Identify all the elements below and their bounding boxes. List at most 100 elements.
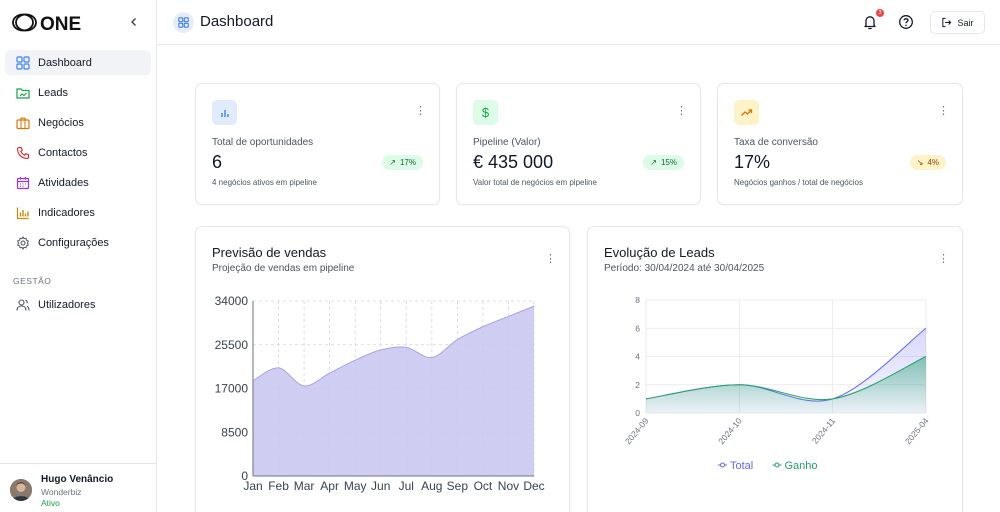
y-tick-label: 8500 — [221, 425, 248, 439]
sidebar-nav: Dashboard Leads Negócios Contactos Ativi… — [5, 50, 151, 260]
sidebar-item-label: Atividades — [38, 176, 89, 189]
legend-label: Total — [730, 460, 753, 472]
x-tick-label: Feb — [268, 479, 289, 493]
dashboard-grid-icon — [173, 12, 194, 33]
section-title-gestao: GESTÃO — [13, 276, 52, 286]
top-header: Dashboard 3 Sair — [157, 0, 1000, 45]
x-tick-label: Jun — [371, 479, 390, 493]
y-tick-label: 2 — [635, 380, 640, 390]
x-tick-label: 2024-10 — [716, 416, 744, 447]
chart-subtitle: Projeção de vendas em pipeline — [212, 263, 355, 274]
sidebar-item-atividades[interactable]: Atividades — [5, 170, 151, 195]
stat-change-badge: ↘ 4% — [909, 155, 946, 170]
avatar — [10, 479, 32, 501]
bar-chart-icon — [16, 206, 30, 220]
help-icon[interactable] — [898, 14, 914, 30]
sidebar-nav-gestao: Utilizadores — [5, 292, 151, 322]
arrow-down-right-icon: ↘ — [916, 158, 924, 167]
user-card[interactable]: Hugo Venâncio Wonderbiz Ativo — [0, 463, 157, 512]
stat-label: Taxa de conversão — [734, 137, 818, 148]
y-tick-label: 4 — [635, 352, 640, 362]
y-tick-label: 6 — [635, 323, 640, 333]
bar-chart-icon — [212, 100, 237, 125]
user-status: Ativo — [41, 498, 60, 508]
logout-icon — [942, 17, 952, 28]
x-tick-label: 2025-04 — [903, 416, 931, 447]
logout-button[interactable]: Sair — [930, 11, 985, 34]
sidebar-item-label: Configurações — [38, 236, 109, 249]
leads-evolution-card: Evolução de Leads Período: 30/04/2024 at… — [587, 226, 963, 512]
y-tick-label: 17000 — [215, 382, 249, 396]
stat-label: Total de oportunidades — [212, 137, 314, 148]
x-tick-label: 2024-11 — [810, 416, 837, 446]
dollar-icon: $ — [473, 100, 498, 125]
phone-icon — [16, 146, 30, 160]
series-area-ganho — [646, 356, 926, 413]
sidebar-item-configuracoes[interactable]: Configurações — [5, 230, 151, 255]
app-logo[interactable]: ONE — [12, 13, 88, 32]
x-tick-label: Dec — [523, 479, 544, 493]
sales-line — [252, 305, 535, 387]
sidebar-item-label: Dashboard — [38, 56, 92, 69]
more-options-icon[interactable]: ⋮ — [938, 253, 949, 265]
x-tick-label: 2024-09 — [623, 416, 651, 447]
chevron-left-icon — [131, 18, 136, 26]
arrow-up-right-icon: ↗ — [650, 158, 657, 167]
briefcase-icon — [16, 116, 30, 130]
more-options-icon[interactable]: ⋮ — [676, 105, 687, 117]
sidebar-item-label: Leads — [38, 86, 68, 99]
sidebar: ONE Dashboard Leads Negócios Contactos A… — [0, 0, 157, 512]
notification-count-badge: 3 — [876, 9, 884, 17]
chart-title: Previsão de vendas — [212, 245, 327, 260]
stat-description: Negócios ganhos / total de negócios — [734, 178, 863, 187]
leads-evolution-chart: 0 2 4 6 8 2024-09 2024-10 2024-11 2025-04 Total Ga… — [623, 295, 931, 472]
user-name: Hugo Venâncio — [41, 474, 114, 485]
stat-change-value: 17% — [399, 158, 416, 167]
more-options-icon[interactable]: ⋮ — [545, 253, 556, 265]
stat-change-badge: ↗ 17% — [382, 155, 423, 170]
sidebar-item-indicadores[interactable]: Indicadores — [5, 200, 151, 225]
more-options-icon[interactable]: ⋮ — [938, 105, 949, 117]
y-tick-label: 25500 — [215, 338, 249, 352]
sidebar-item-utilizadores[interactable]: Utilizadores — [5, 292, 151, 317]
collapse-sidebar-button[interactable] — [126, 14, 142, 30]
y-tick-label: 34000 — [215, 294, 249, 308]
stat-description: Valor total de negócios em pipeline — [473, 178, 597, 187]
notifications-bell-icon[interactable] — [862, 14, 878, 30]
stat-card-conversion: ⋮ Taxa de conversão 17% ↘ 4% Negócios gan… — [717, 83, 963, 205]
sidebar-item-label: Negócios — [38, 116, 84, 129]
x-tick-label: Jan — [243, 479, 262, 493]
x-tick-label: Apr — [320, 479, 339, 493]
y-tick-label: 8 — [635, 295, 640, 305]
logo-text: ONE — [40, 14, 81, 32]
sales-forecast-chart: 0 8500 17000 25500 34000 Jan Feb Mar Apr May Jun Ju… — [215, 294, 545, 493]
series-line-ganho — [645, 356, 927, 401]
stat-value: 17% — [734, 152, 771, 172]
chart-title: Evolução de Leads — [604, 245, 715, 260]
stat-card-pipeline: $ ⋮ Pipeline (Valor) € 435 000 ↗ 15% Valo… — [456, 83, 701, 205]
more-options-icon[interactable]: ⋮ — [415, 105, 426, 117]
folder-chart-icon — [16, 86, 30, 100]
legend-marker — [774, 462, 780, 468]
user-organization: Wonderbiz — [41, 487, 82, 497]
stat-description: 4 negócios ativos em pipeline — [212, 178, 317, 187]
y-tick-label: 0 — [635, 408, 640, 418]
sidebar-item-label: Utilizadores — [38, 298, 96, 311]
stat-change-value: 4% — [927, 158, 939, 167]
dashboard-grid-icon — [16, 55, 30, 70]
x-tick-label: Oct — [474, 479, 493, 493]
sidebar-item-label: Indicadores — [38, 206, 95, 219]
arrow-up-right-icon: ↗ — [389, 158, 396, 167]
gear-icon — [16, 235, 30, 250]
sidebar-item-negocios[interactable]: Negócios — [5, 110, 151, 135]
stat-change-value: 15% — [660, 158, 677, 167]
sidebar-item-label: Contactos — [38, 146, 88, 159]
users-icon — [16, 298, 30, 312]
stat-value: € 435 000 — [473, 152, 554, 172]
sales-area — [253, 306, 534, 476]
sidebar-item-leads[interactable]: Leads — [5, 80, 151, 105]
x-tick-label: Nov — [498, 479, 519, 493]
sidebar-item-contactos[interactable]: Contactos — [5, 140, 151, 165]
stat-change-badge: ↗ 15% — [643, 155, 684, 170]
sidebar-item-dashboard[interactable]: Dashboard — [5, 50, 151, 75]
